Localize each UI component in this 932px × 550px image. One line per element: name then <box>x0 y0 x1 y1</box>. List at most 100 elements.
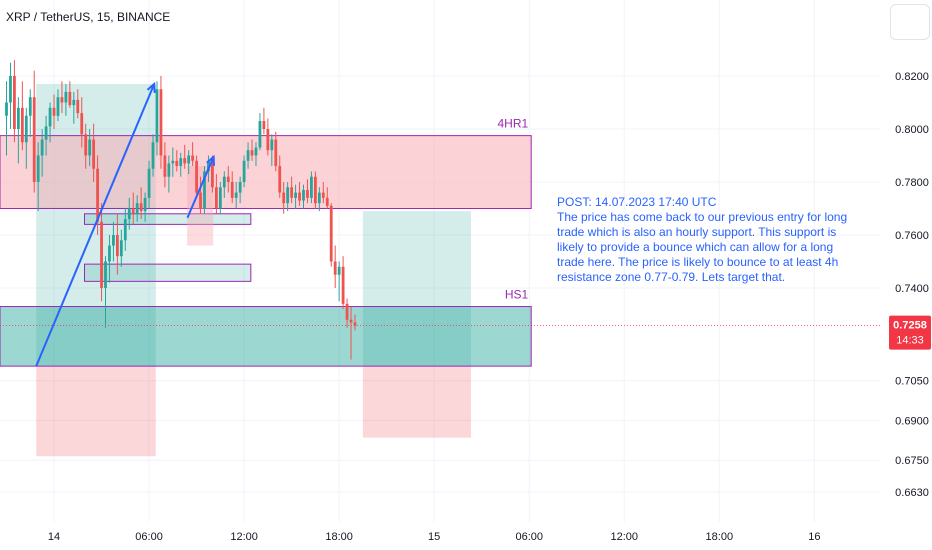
chart-menu-button[interactable] <box>890 4 930 40</box>
support-box <box>84 263 252 282</box>
candle-body <box>13 76 16 129</box>
candle-body <box>258 121 262 148</box>
price-badge <box>889 315 931 350</box>
candle-body <box>76 99 80 114</box>
candle-body <box>183 158 187 164</box>
candle-body <box>16 107 20 129</box>
price-badge-countdown: 14:33 <box>896 335 924 347</box>
candle-body <box>246 150 250 161</box>
note-line: likely to provide a bounce which can all… <box>557 240 833 254</box>
candle-body <box>262 121 266 129</box>
candle-body <box>143 197 147 212</box>
trend-arrow-head <box>146 81 156 93</box>
y-tick-label: 0.7600 <box>895 230 929 242</box>
candle-body <box>329 205 333 262</box>
y-tick-label: 0.7050 <box>895 376 929 388</box>
candle-body <box>56 97 60 116</box>
x-tick-label: 14 <box>48 531 60 543</box>
candle-body <box>254 147 258 156</box>
candle-body <box>282 192 286 204</box>
trend-arrow <box>35 83 156 367</box>
candle-body <box>218 187 222 209</box>
candle-body <box>167 163 171 177</box>
candle-body <box>175 160 179 167</box>
candle-body <box>321 192 325 198</box>
x-tick-label: 18:00 <box>706 531 734 543</box>
price-badge-value: 0.7258 <box>893 320 927 332</box>
candle-body <box>353 322 357 326</box>
candle-body <box>349 319 353 323</box>
candle-body <box>20 107 24 143</box>
note-line: trade here. The price is likely to bounc… <box>557 255 838 269</box>
candle-body <box>68 91 72 106</box>
candle-body <box>147 168 151 198</box>
candle-body <box>159 89 163 156</box>
candle-body <box>226 176 230 182</box>
y-tick-label: 0.6630 <box>895 487 929 499</box>
y-tick-label: 0.7400 <box>895 283 929 295</box>
candle-body <box>274 139 278 167</box>
candle-body <box>250 150 254 156</box>
axes: 0.8200 0.8000 0.7800 0.7600 0.7400 0.7050 0.69… <box>48 71 931 543</box>
candle-body <box>127 208 131 220</box>
candle-body <box>80 113 84 135</box>
note-line: POST: 14.07.2023 17:40 UTC <box>557 195 717 209</box>
candle-body <box>203 171 206 209</box>
candle-body <box>108 245 111 262</box>
candle-body <box>163 155 167 177</box>
candle-body <box>151 142 155 169</box>
candle-body <box>337 266 341 275</box>
position-loss-area <box>36 366 156 457</box>
candle-body <box>199 192 202 209</box>
candle-body <box>104 261 107 288</box>
candle-body <box>317 192 321 204</box>
candle-body <box>44 126 48 140</box>
position-profit-area <box>362 211 472 367</box>
candle-body <box>207 160 210 172</box>
candle-body <box>341 266 345 304</box>
candle-body <box>211 160 214 188</box>
candle-body <box>266 128 270 151</box>
candle-body <box>270 139 274 151</box>
candle-body <box>112 234 115 246</box>
trend-arrow <box>186 156 215 219</box>
chart-title: XRP / TetherUS, 15, BINANCE <box>6 10 171 24</box>
y-tick-label: 0.6900 <box>895 415 929 427</box>
candle-body <box>333 261 337 275</box>
candle-body <box>313 176 317 204</box>
zone-4hr1 <box>0 135 532 209</box>
candle-body <box>119 240 123 257</box>
candle-body <box>290 187 294 198</box>
candle-body <box>32 97 36 182</box>
candle-body <box>155 89 159 143</box>
candle-body <box>72 99 76 106</box>
x-tick-label: 18:00 <box>325 531 353 543</box>
candle-body <box>294 192 297 198</box>
candle-body <box>131 208 135 214</box>
zone-label-4hr1: 4HR1 <box>498 117 529 131</box>
candle-body <box>325 197 329 206</box>
note-line: trade which is also an hourly support. T… <box>557 225 836 239</box>
candle-body <box>96 168 99 222</box>
candle-body <box>115 234 119 257</box>
candle-body <box>28 97 32 116</box>
trend-arrow-head <box>206 154 216 166</box>
candle-body <box>48 107 52 127</box>
candle-body <box>88 139 92 156</box>
note-line: resistance zone 0.77-0.79. Lets target t… <box>557 270 785 284</box>
candle-body <box>24 115 28 143</box>
candle-body <box>278 166 282 193</box>
x-tick-label: 06:00 <box>135 531 163 543</box>
candle-body <box>179 158 183 167</box>
candle-body <box>64 91 68 103</box>
candle-body <box>60 97 64 103</box>
x-tick-label: 06:00 <box>515 531 543 543</box>
candle-body <box>187 155 191 164</box>
candle-body <box>9 76 12 103</box>
candle-body <box>84 134 88 156</box>
x-tick-label: 15 <box>428 531 440 543</box>
candle-body <box>302 189 305 201</box>
